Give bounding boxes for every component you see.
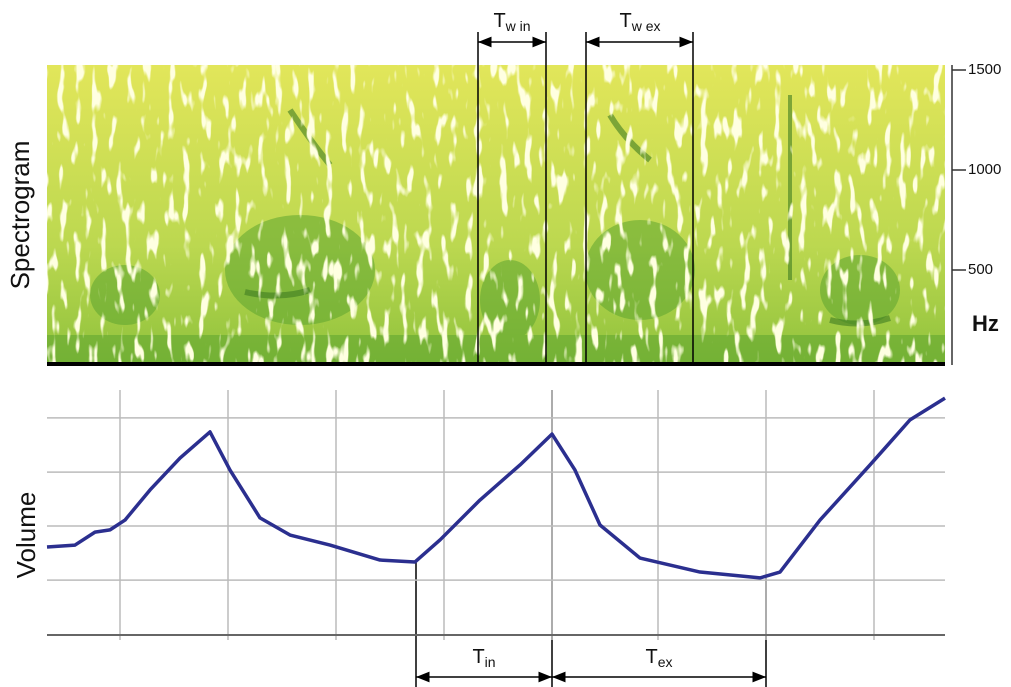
y-axis-label: Spectrogram xyxy=(5,141,35,290)
unit-label: Hz xyxy=(972,311,999,336)
annotation-main: T xyxy=(619,10,631,32)
annotation: Tw in xyxy=(493,10,530,33)
annotation: Tex xyxy=(645,646,672,669)
annotation-sub: w in xyxy=(505,18,531,34)
annotation-sub: in xyxy=(485,654,496,670)
annotation-main: T xyxy=(645,646,657,668)
annotation: Tw ex xyxy=(619,10,660,33)
y-tick-label: 1500 xyxy=(968,61,1001,78)
y-axis-label: Volume xyxy=(11,492,41,579)
spectrogram-image xyxy=(47,65,945,366)
y-tick-label: 500 xyxy=(968,261,993,278)
annotation-sub: w ex xyxy=(631,18,661,34)
y-tick-label: 1000 xyxy=(968,161,1001,178)
annotation-sub: ex xyxy=(658,654,673,670)
annotation: Tin xyxy=(472,646,495,669)
annotation-main: T xyxy=(472,646,484,668)
volume-line xyxy=(46,396,946,580)
annotation-main: T xyxy=(493,10,505,32)
